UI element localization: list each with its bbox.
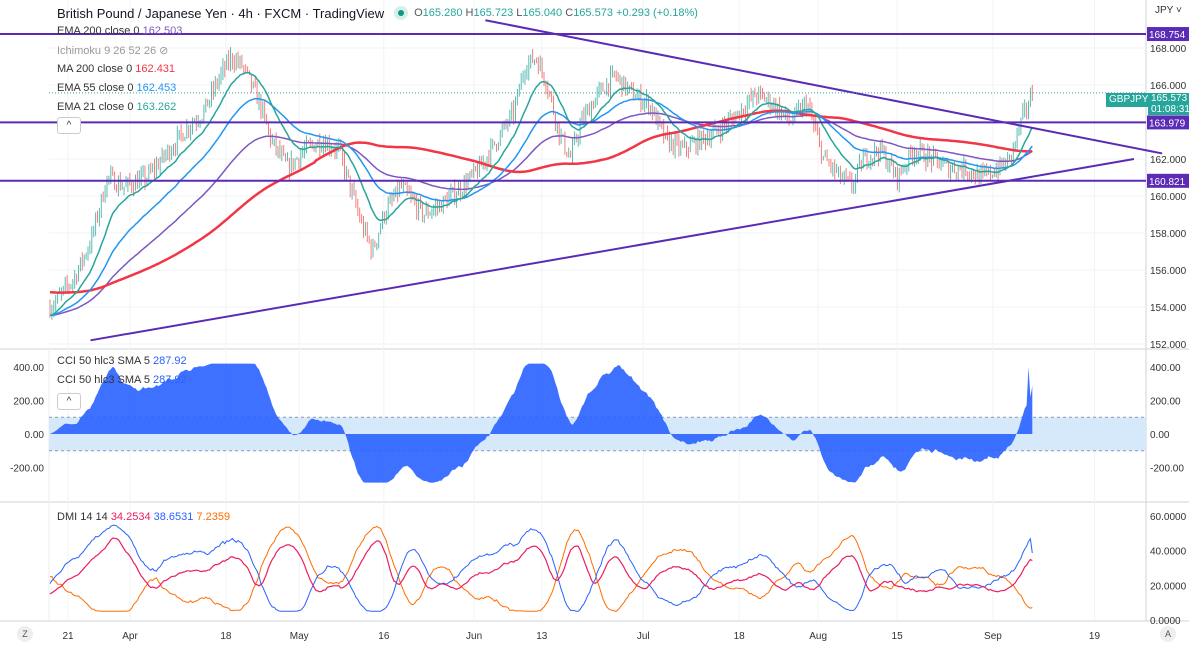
legend-dmi[interactable]: DMI 14 14 34.2534 38.6531 7.2359 (57, 511, 231, 523)
trendline (90, 158, 1135, 342)
legend-cci-2[interactable]: CCI 50 hlc3 SMA 5 287.92 (57, 374, 187, 386)
dmi-tick-label: 60.0000 (1150, 512, 1187, 523)
time-axis-label: 19 (1089, 631, 1101, 642)
level-price-label: 168.754 (1149, 30, 1186, 41)
time-axis-label: 16 (378, 631, 390, 642)
dmi-tick-label: 0.0000 (1150, 616, 1181, 627)
collapse-legend-button[interactable]: ^ (57, 117, 81, 134)
legend-ema55[interactable]: EMA 55 close 0 162.453 (57, 82, 177, 94)
legend-cci-1[interactable]: CCI 50 hlc3 SMA 5 287.92 (57, 355, 187, 367)
eye-off-icon[interactable]: ⊘ (159, 45, 169, 57)
cci-tick-label: 200.00 (1150, 397, 1181, 408)
cci-left-tick-label: 400.00 (13, 363, 44, 374)
time-axis-label: Jun (466, 631, 482, 642)
currency-selector[interactable]: JPY ˅ (1155, 5, 1182, 16)
price-tick-label: 156.000 (1150, 266, 1187, 277)
price-tick-label: 158.000 (1150, 229, 1187, 240)
legend-ma200[interactable]: MA 200 close 0 162.431 (57, 63, 176, 75)
price-tick-label: 166.000 (1150, 81, 1187, 92)
level-price-tag (1147, 173, 1189, 188)
trendline (485, 19, 1163, 155)
ma200-line (49, 109, 1033, 294)
price-tick-label: 152.000 (1150, 340, 1187, 351)
candles (49, 47, 1033, 320)
price-tick-label: 168.000 (1150, 44, 1187, 55)
time-axis-label: Aug (809, 631, 827, 642)
ema55-line (49, 97, 1033, 317)
level-price-label: 160.821 (1149, 177, 1186, 188)
last-price-tag: 165.573 01:08:31 (1148, 93, 1189, 115)
collapse-cci-button[interactable]: ^ (57, 393, 81, 410)
chart-title: British Pound / Japanese Yen · 4h · FXCM… (57, 6, 385, 21)
ohlc-readout: O165.280 H165.723 L165.040 C165.573 +0.2… (414, 7, 698, 19)
cci-tick-label: 400.00 (1150, 363, 1181, 374)
market-status-icon (394, 6, 409, 20)
time-axis-label: 21 (62, 631, 74, 642)
log-scale-toggle[interactable]: Z (17, 626, 33, 642)
symbol-tag: GBPJPY (1106, 93, 1152, 107)
level-price-tag (1147, 115, 1189, 130)
time-axis-label: Jul (637, 631, 650, 642)
time-axis-label: 13 (536, 631, 548, 642)
cci-area (50, 363, 1033, 483)
dmi-plus-line (49, 524, 1033, 612)
cci-tick-label: 0.00 (1150, 430, 1170, 441)
price-tick-label: 162.000 (1150, 155, 1187, 166)
price-tick-label: 160.000 (1150, 192, 1187, 203)
ema200-line (49, 112, 1033, 317)
legend-ema200[interactable]: EMA 200 close 0 162.503 (57, 25, 183, 37)
level-price-tag (1147, 27, 1189, 42)
ema21-line (49, 71, 1033, 317)
time-axis-label: 15 (892, 631, 904, 642)
adx-line (49, 537, 1033, 595)
time-axis-label: May (290, 631, 309, 642)
cci-left-tick-label: -200.00 (10, 464, 44, 475)
level-price-label: 163.979 (1149, 118, 1186, 129)
dmi-tick-label: 20.0000 (1150, 581, 1187, 592)
cci-left-tick-label: 0.00 (25, 430, 45, 441)
cci-left-tick-label: 200.00 (13, 397, 44, 408)
time-axis-label: Sep (984, 631, 1002, 642)
dmi-minus-line (49, 525, 1033, 612)
dmi-tick-label: 40.0000 (1150, 547, 1187, 558)
cci-tick-label: -200.00 (1150, 464, 1184, 475)
time-axis-label: Apr (122, 631, 138, 642)
time-axis-label: 18 (734, 631, 746, 642)
auto-scale-toggle[interactable]: A (1160, 626, 1176, 642)
legend-ema21[interactable]: EMA 21 close 0 163.262 (57, 101, 177, 113)
time-axis-label: 18 (220, 631, 232, 642)
price-tick-label: 154.000 (1150, 303, 1187, 314)
legend-ichimoku[interactable]: Ichimoku 9 26 52 26 ⊘ (57, 45, 169, 57)
